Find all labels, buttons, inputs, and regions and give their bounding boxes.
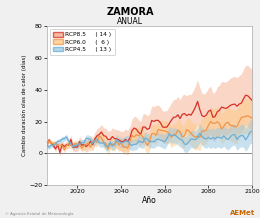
Legend: RCP8.5     ( 14 ), RCP6.0     (  6 ), RCP4.5     ( 13 ): RCP8.5 ( 14 ), RCP6.0 ( 6 ), RCP4.5 ( 13… — [50, 29, 114, 55]
Text: AEMet: AEMet — [230, 210, 255, 216]
Text: © Agencia Estatal de Meteorología: © Agencia Estatal de Meteorología — [5, 212, 74, 216]
X-axis label: Año: Año — [142, 196, 157, 205]
Y-axis label: Cambio duración olas de calor (días): Cambio duración olas de calor (días) — [21, 55, 27, 157]
Text: ZAMORA: ZAMORA — [106, 7, 154, 17]
Text: ANUAL: ANUAL — [117, 17, 143, 26]
